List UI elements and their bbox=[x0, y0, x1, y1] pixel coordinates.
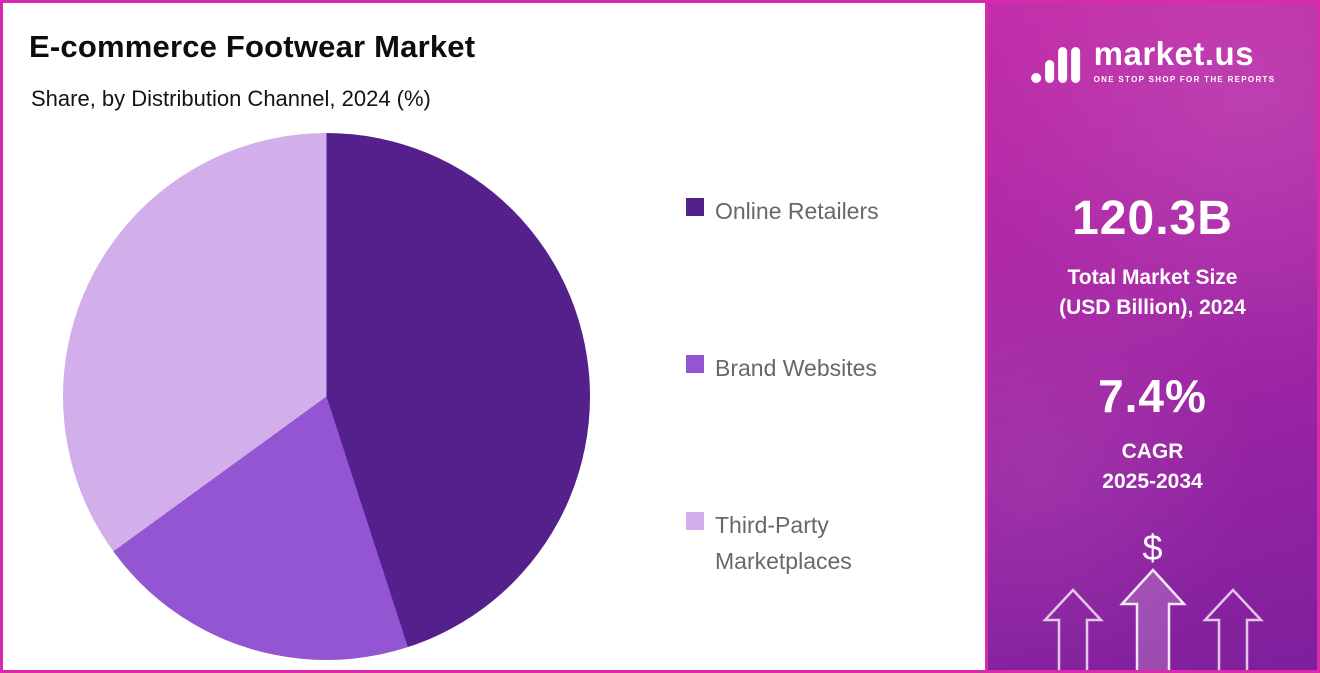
market-size-label: Total Market Size (USD Billion), 2024 bbox=[988, 263, 1317, 324]
page-title: E-commerce Footwear Market bbox=[29, 29, 476, 64]
legend-label: Online Retailers bbox=[715, 198, 879, 224]
market-size-value: 120.3B bbox=[1072, 192, 1233, 245]
chart-panel: E-commerce Footwear Market Share, by Dis… bbox=[3, 3, 985, 670]
dollar-icon: $ bbox=[1142, 527, 1163, 568]
marketus-logo-icon bbox=[1030, 46, 1080, 83]
marketus-logo: market.us ONE STOP SHOP FOR THE REPORTS bbox=[1030, 37, 1276, 84]
legend-item-online-retailers: Online Retailers bbox=[686, 193, 905, 230]
market-size-label-line1: Total Market Size bbox=[1067, 266, 1238, 289]
legend: Online Retailers Brand Websites Third-Pa… bbox=[686, 193, 905, 580]
legend-swatch bbox=[686, 511, 704, 530]
cagr-value: 7.4% bbox=[1098, 370, 1207, 422]
legend-item-third-party-marketplaces: Third-Party Marketplaces bbox=[686, 507, 905, 581]
legend-label: Third-Party Marketplaces bbox=[715, 511, 852, 575]
pie-chart bbox=[63, 133, 590, 660]
logo-tagline: ONE STOP SHOP FOR THE REPORTS bbox=[1093, 75, 1276, 84]
growth-arrows-icon bbox=[1041, 568, 1264, 670]
market-size-label-line2: (USD Billion), 2024 bbox=[1059, 296, 1246, 320]
cagr-label-line2: 2025-2034 bbox=[1102, 470, 1203, 494]
legend-label: Brand Websites bbox=[715, 354, 877, 381]
chart-subtitle: Share, by Distribution Channel, 2024 (%) bbox=[31, 86, 431, 111]
legend-swatch bbox=[686, 198, 704, 216]
legend-swatch bbox=[686, 354, 704, 373]
cagr-label-line1: CAGR bbox=[1121, 440, 1184, 463]
sidebar: market.us ONE STOP SHOP FOR THE REPORTS … bbox=[985, 3, 1317, 670]
logo-wordmark: market.us bbox=[1093, 35, 1255, 72]
cagr-label: CAGR 2025-2034 bbox=[988, 437, 1317, 498]
legend-item-brand-websites: Brand Websites bbox=[686, 350, 905, 387]
logo-text-wrap: market.us ONE STOP SHOP FOR THE REPORTS bbox=[1094, 37, 1276, 84]
